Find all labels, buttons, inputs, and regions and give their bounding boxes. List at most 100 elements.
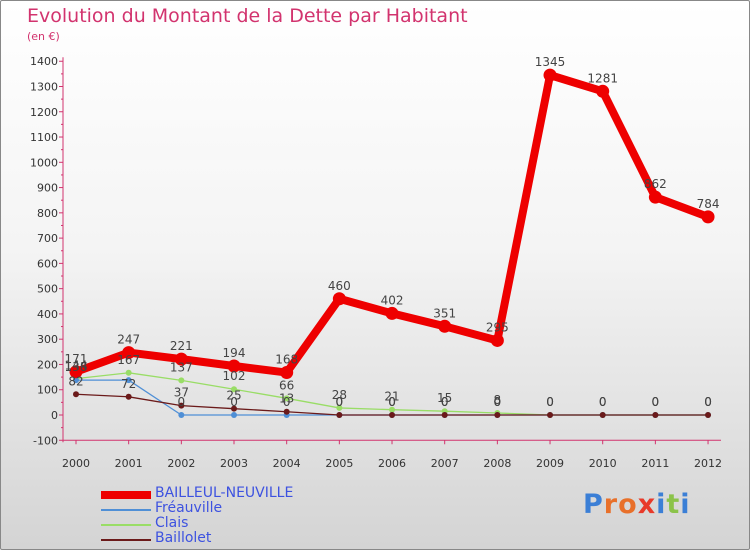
y-tick-label: 1400: [30, 55, 58, 68]
data-label: 37: [174, 386, 189, 400]
data-point: [122, 346, 136, 360]
data-label: 0: [230, 395, 238, 409]
logo-letter: x: [637, 489, 657, 520]
legend-swatch: [101, 524, 151, 526]
logo-letter: t: [666, 489, 681, 520]
y-tick-label: 100: [37, 384, 58, 397]
y-tick-label: 1000: [30, 156, 58, 169]
y-tick-label: 300: [37, 333, 58, 346]
data-label: 0: [546, 395, 554, 409]
data-point: [648, 190, 662, 204]
data-point: [705, 412, 712, 418]
legend-label: BAILLEUL-NEUVILLE: [155, 485, 294, 501]
data-point: [701, 210, 715, 224]
data-label: 72: [121, 377, 136, 391]
series-line: [72, 71, 713, 377]
data-point: [385, 306, 399, 320]
data-point: [227, 359, 241, 373]
data-label: 28: [332, 388, 347, 402]
legend-label: Clais: [155, 515, 189, 531]
x-tick-label: 2008: [483, 457, 511, 470]
data-label: 0: [704, 395, 712, 409]
data-point: [490, 333, 504, 347]
data-label: 0: [599, 395, 607, 409]
data-label: 221: [170, 339, 193, 353]
y-tick-label: 700: [37, 232, 58, 245]
logo-letter: i: [680, 489, 691, 520]
data-point: [69, 365, 83, 379]
y-tick-label: 0: [51, 409, 58, 422]
data-point: [178, 412, 185, 418]
data-point: [231, 405, 238, 412]
data-label: 351: [433, 306, 456, 320]
x-tick-label: 2011: [641, 457, 669, 470]
data-point: [174, 352, 188, 366]
legend-swatch: [101, 509, 151, 511]
x-tick-label: 2000: [62, 457, 90, 470]
x-tick-label: 2009: [536, 457, 564, 470]
y-tick-label: 1200: [30, 106, 58, 119]
y-tick-label: 400: [37, 308, 58, 321]
data-label: 15: [437, 391, 452, 405]
data-label: 0: [546, 395, 554, 409]
data-label: 0: [652, 395, 660, 409]
logo-letter: o: [618, 489, 638, 520]
x-tick-label: 2003: [220, 457, 248, 470]
data-label: 0: [336, 395, 344, 409]
data-point: [389, 406, 396, 413]
data-label: 1281: [587, 71, 618, 85]
data-label: 460: [328, 279, 351, 293]
data-label: 13: [279, 392, 294, 406]
data-label: 66: [279, 378, 294, 392]
data-point: [125, 393, 132, 400]
x-tick-label: 2006: [378, 457, 406, 470]
x-tick-label: 2005: [325, 457, 353, 470]
data-point: [178, 402, 185, 409]
data-label: 8: [494, 393, 502, 407]
y-tick-label: 800: [37, 207, 58, 220]
data-point: [652, 412, 659, 418]
data-point: [73, 391, 79, 398]
legend-label: Baillolet: [155, 530, 212, 546]
data-label: 167: [117, 353, 140, 367]
data-point: [73, 377, 79, 384]
logo-letter: P: [583, 489, 604, 520]
data-label: 194: [223, 346, 246, 360]
data-point: [283, 408, 290, 415]
x-tick-label: 2007: [431, 457, 459, 470]
data-point: [441, 412, 448, 418]
data-point: [494, 412, 501, 418]
data-label: 25: [226, 389, 241, 403]
data-point: [125, 377, 132, 384]
logo-letter: i: [656, 489, 667, 520]
proxiti-logo: Proxiti: [583, 489, 691, 520]
data-label: 0: [494, 395, 502, 409]
data-label: 138: [65, 360, 88, 374]
chart-unit-label: (en €): [27, 30, 60, 43]
data-label: 862: [644, 177, 667, 191]
data-label: 0: [599, 395, 607, 409]
data-label: 102: [223, 369, 246, 383]
x-tick-label: 2002: [167, 457, 195, 470]
y-tick-label: 1300: [30, 80, 58, 93]
data-point: [438, 319, 452, 333]
data-label: 168: [275, 353, 298, 367]
y-tick-label: 1100: [30, 131, 58, 144]
data-label: 144: [65, 359, 88, 373]
x-tick-label: 2012: [694, 457, 722, 470]
data-point: [280, 366, 294, 380]
x-tick-label: 2001: [115, 457, 143, 470]
data-point: [599, 412, 606, 418]
data-label: 1345: [535, 55, 566, 69]
x-tick-label: 2004: [273, 457, 301, 470]
data-label: 0: [388, 395, 396, 409]
data-label: 784: [697, 197, 720, 211]
y-tick-label: -100: [33, 434, 58, 447]
data-label: 21: [384, 390, 399, 404]
data-point: [336, 404, 343, 411]
data-point: [543, 68, 557, 82]
data-point: [389, 412, 396, 418]
data-point: [283, 395, 290, 402]
data-label: 0: [494, 395, 502, 409]
data-point: [596, 84, 610, 98]
